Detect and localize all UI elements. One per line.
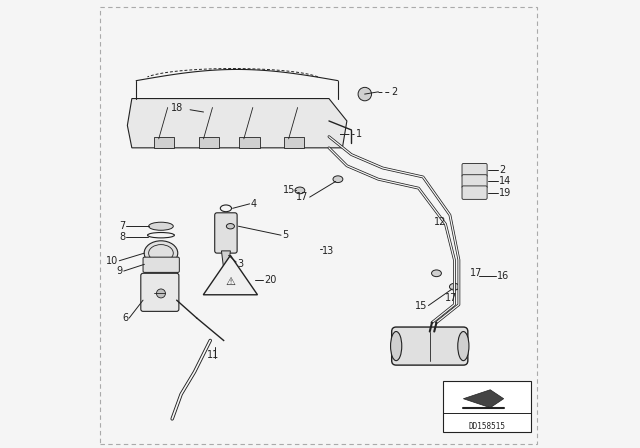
Text: 17: 17 — [296, 192, 309, 202]
FancyBboxPatch shape — [143, 257, 179, 272]
Text: 19: 19 — [499, 188, 511, 198]
Text: 20: 20 — [264, 275, 276, 285]
Text: 11: 11 — [207, 350, 220, 360]
Ellipse shape — [144, 241, 178, 265]
FancyBboxPatch shape — [141, 273, 179, 311]
Text: 12: 12 — [435, 217, 447, 227]
Text: 10: 10 — [106, 256, 118, 266]
Circle shape — [358, 87, 372, 101]
Text: 4: 4 — [251, 199, 257, 209]
Polygon shape — [221, 251, 230, 269]
Text: 17: 17 — [470, 268, 483, 278]
Ellipse shape — [227, 224, 234, 229]
Text: ⚠: ⚠ — [225, 277, 236, 287]
Bar — [239, 137, 260, 148]
FancyBboxPatch shape — [462, 175, 487, 188]
Text: 6: 6 — [122, 313, 128, 323]
Bar — [443, 381, 531, 432]
Text: 16: 16 — [497, 271, 509, 280]
Ellipse shape — [390, 332, 402, 361]
Polygon shape — [204, 255, 257, 295]
Text: 5: 5 — [282, 230, 288, 240]
Polygon shape — [463, 390, 504, 408]
Text: 7: 7 — [119, 221, 125, 231]
Ellipse shape — [295, 187, 305, 194]
Ellipse shape — [148, 222, 173, 230]
Text: 8: 8 — [119, 232, 125, 241]
Text: 13: 13 — [323, 246, 335, 256]
Text: 1: 1 — [356, 129, 362, 139]
Text: 17: 17 — [445, 293, 458, 303]
Polygon shape — [127, 99, 347, 148]
Bar — [154, 137, 174, 148]
Text: 2: 2 — [499, 165, 506, 175]
Ellipse shape — [431, 270, 442, 277]
Text: 14: 14 — [499, 177, 511, 186]
Text: 15: 15 — [283, 185, 296, 195]
Text: DD158515: DD158515 — [468, 422, 505, 431]
Text: 3: 3 — [237, 259, 243, 269]
Text: 18: 18 — [171, 103, 184, 113]
FancyBboxPatch shape — [462, 186, 487, 199]
Bar — [284, 137, 305, 148]
FancyBboxPatch shape — [392, 327, 468, 365]
Ellipse shape — [458, 332, 469, 361]
Text: 15: 15 — [415, 301, 428, 310]
FancyBboxPatch shape — [215, 213, 237, 253]
Text: 2: 2 — [392, 87, 398, 97]
Text: 9: 9 — [116, 266, 123, 276]
Circle shape — [157, 289, 165, 298]
FancyBboxPatch shape — [462, 164, 487, 177]
Ellipse shape — [333, 176, 343, 183]
Bar — [199, 137, 219, 148]
Ellipse shape — [449, 284, 460, 290]
